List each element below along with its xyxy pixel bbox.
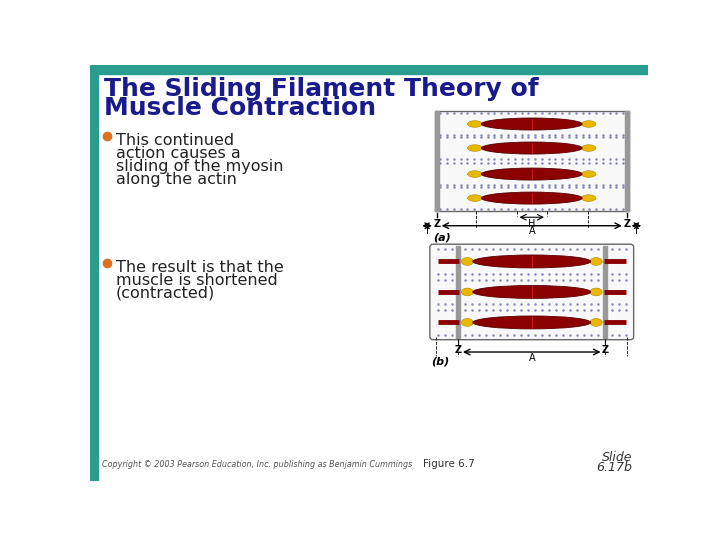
Bar [435,111,438,211]
Text: action causes a: action causes a [116,146,240,161]
Ellipse shape [462,319,474,326]
Text: Muscle Contraction: Muscle Contraction [104,96,376,119]
Bar [456,246,460,338]
Text: along the actin: along the actin [116,172,236,187]
Text: A: A [528,353,535,363]
Text: I: I [426,226,428,237]
Ellipse shape [590,319,602,326]
Ellipse shape [581,121,596,127]
Text: Copyright © 2003 Pearson Education, Inc. publishing as Benjamin Cummings: Copyright © 2003 Pearson Education, Inc.… [102,460,412,469]
Ellipse shape [482,168,582,180]
Ellipse shape [590,258,602,265]
Text: muscle is shortened: muscle is shortened [116,273,277,288]
Ellipse shape [473,316,590,329]
Text: Figure 6.7: Figure 6.7 [423,459,475,469]
Text: Z: Z [602,345,609,355]
Ellipse shape [482,142,582,154]
Bar [603,246,607,338]
Ellipse shape [473,255,590,268]
Text: H: H [528,219,536,229]
Ellipse shape [467,171,482,177]
Ellipse shape [462,288,474,296]
Ellipse shape [473,286,590,299]
Text: Z: Z [454,345,462,355]
Bar [435,111,629,211]
Ellipse shape [482,192,582,204]
Ellipse shape [590,288,602,296]
Text: Z: Z [433,219,441,229]
Text: Slide: Slide [602,451,632,464]
Ellipse shape [462,258,474,265]
Ellipse shape [581,145,596,151]
Ellipse shape [467,145,482,151]
Bar [90,65,648,74]
Text: The result is that the: The result is that the [116,260,284,275]
Text: (b): (b) [431,356,449,367]
Text: (a): (a) [433,233,451,242]
Ellipse shape [581,171,596,177]
Text: 6.17b: 6.17b [597,462,632,475]
Text: sliding of the myosin: sliding of the myosin [116,159,283,174]
FancyBboxPatch shape [430,244,634,340]
Ellipse shape [467,195,482,201]
Text: A: A [528,226,535,237]
Ellipse shape [581,195,596,201]
Text: I: I [635,226,638,237]
Text: This continued: This continued [116,132,234,147]
Ellipse shape [482,118,582,130]
Text: The Sliding Filament Theory of: The Sliding Filament Theory of [104,77,539,101]
Ellipse shape [467,121,482,127]
Text: Z: Z [623,219,630,229]
Bar [625,111,629,211]
Bar [90,65,98,481]
Text: (contracted): (contracted) [116,286,215,301]
